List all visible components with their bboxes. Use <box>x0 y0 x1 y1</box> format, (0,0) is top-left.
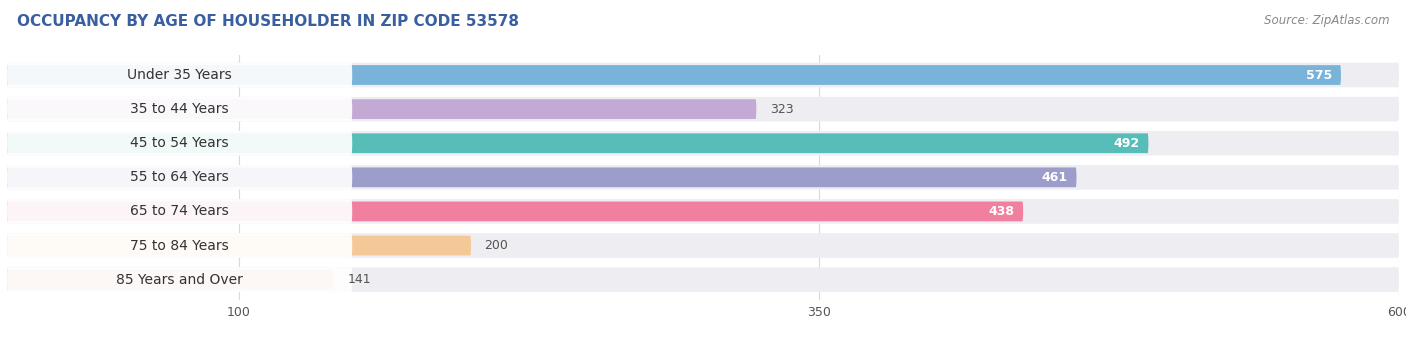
Text: 323: 323 <box>769 103 793 116</box>
Text: 45 to 54 Years: 45 to 54 Years <box>131 136 229 150</box>
FancyBboxPatch shape <box>7 97 1399 121</box>
Text: 200: 200 <box>485 239 508 252</box>
FancyBboxPatch shape <box>7 65 1341 85</box>
FancyBboxPatch shape <box>7 233 353 258</box>
FancyBboxPatch shape <box>7 99 756 119</box>
Text: 55 to 64 Years: 55 to 64 Years <box>131 170 229 184</box>
Text: 65 to 74 Years: 65 to 74 Years <box>131 204 229 219</box>
Text: 35 to 44 Years: 35 to 44 Years <box>131 102 229 116</box>
FancyBboxPatch shape <box>7 236 471 255</box>
FancyBboxPatch shape <box>7 131 353 155</box>
Text: 75 to 84 Years: 75 to 84 Years <box>131 238 229 253</box>
FancyBboxPatch shape <box>7 233 1399 258</box>
Text: Source: ZipAtlas.com: Source: ZipAtlas.com <box>1264 14 1389 27</box>
Text: OCCUPANCY BY AGE OF HOUSEHOLDER IN ZIP CODE 53578: OCCUPANCY BY AGE OF HOUSEHOLDER IN ZIP C… <box>17 14 519 29</box>
FancyBboxPatch shape <box>7 199 1399 224</box>
Text: 461: 461 <box>1042 171 1067 184</box>
Text: 85 Years and Over: 85 Years and Over <box>117 272 243 287</box>
Text: 575: 575 <box>1306 69 1331 81</box>
FancyBboxPatch shape <box>7 63 353 87</box>
Text: Under 35 Years: Under 35 Years <box>128 68 232 82</box>
FancyBboxPatch shape <box>7 270 335 290</box>
Text: 438: 438 <box>988 205 1014 218</box>
FancyBboxPatch shape <box>7 267 1399 292</box>
FancyBboxPatch shape <box>7 267 353 292</box>
FancyBboxPatch shape <box>7 165 353 190</box>
FancyBboxPatch shape <box>7 167 1077 187</box>
Text: 492: 492 <box>1114 137 1139 150</box>
FancyBboxPatch shape <box>7 133 1149 153</box>
FancyBboxPatch shape <box>7 165 1399 190</box>
FancyBboxPatch shape <box>7 97 353 121</box>
FancyBboxPatch shape <box>7 131 1399 155</box>
FancyBboxPatch shape <box>7 63 1399 87</box>
FancyBboxPatch shape <box>7 202 1024 221</box>
Text: 141: 141 <box>347 273 371 286</box>
FancyBboxPatch shape <box>7 199 353 224</box>
